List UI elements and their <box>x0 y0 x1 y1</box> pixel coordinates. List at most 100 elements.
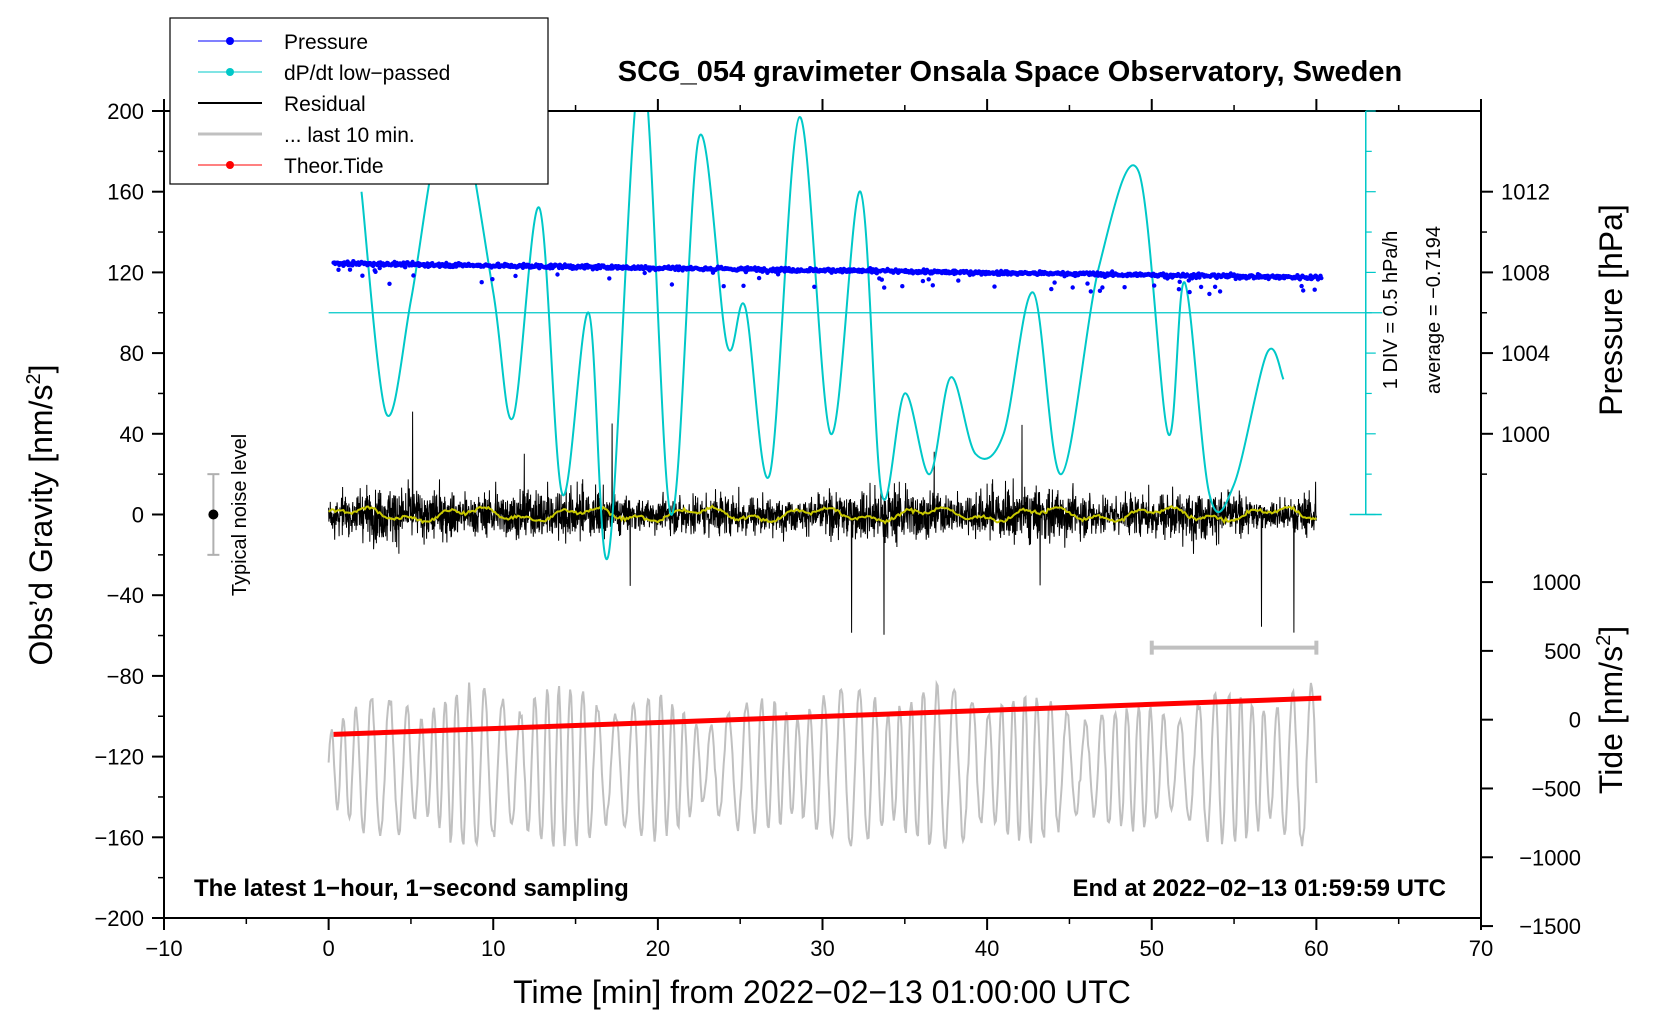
legend-label: dP/dt low−passed <box>284 62 450 85</box>
pressure-point <box>921 267 926 272</box>
pressure-point <box>1052 280 1057 285</box>
y-axis-label-gravity-text: Obs’d Gravity [nm/s <box>23 385 59 666</box>
pressure-point <box>930 283 935 288</box>
pressure-point <box>882 285 887 290</box>
pressure-point <box>1212 284 1218 289</box>
pressure-point <box>1312 287 1317 292</box>
pressure-point <box>403 265 408 270</box>
y-axis-label-pressure: Pressure [hPa] <box>1593 204 1629 416</box>
y-axis-label-gravity-sup: 2 <box>23 373 45 384</box>
pressure-point <box>956 278 961 283</box>
y-axis-label-tide-end: ] <box>1593 626 1629 635</box>
legend-items: Pressure dP/dt low−passed Residual ... last… <box>198 31 450 178</box>
pressure-tick-label: 1008 <box>1501 260 1550 285</box>
tide-tick-label: 0 <box>1569 708 1581 733</box>
legend-label: Pressure <box>284 31 368 54</box>
residual-smoothed-trace <box>328 504 1317 525</box>
y-tick-label: 40 <box>120 422 144 447</box>
y-axis-label-tide-text: Tide [nm/s <box>1593 646 1629 794</box>
pressure-point <box>1177 279 1182 284</box>
legend-box <box>169 17 549 185</box>
y-tick-label: 120 <box>107 260 144 285</box>
pressure-point <box>360 273 365 278</box>
pressure-point <box>741 283 746 288</box>
y-axis-label-gravity-end: ] <box>23 365 59 374</box>
pressure-point <box>1088 289 1094 294</box>
pressure-point <box>992 284 997 289</box>
pressure-tick-label: 1004 <box>1501 341 1550 366</box>
x-tick-label: 30 <box>810 936 834 961</box>
y-tick-label: −200 <box>94 906 144 931</box>
pressure-point <box>1085 281 1090 286</box>
pressure-tick-label: 1000 <box>1501 422 1550 447</box>
pressure-point <box>1299 283 1304 289</box>
scale-note-average: average = −0.7194 <box>1423 226 1445 394</box>
pressure-point <box>1122 285 1127 290</box>
pressure-point <box>1207 291 1212 297</box>
plot-series-layer <box>327 111 1383 849</box>
legend: Pressure dP/dt low−passed Residual ... last… <box>169 17 549 185</box>
pressure-point <box>513 273 518 279</box>
tide-tick-label: 500 <box>1544 639 1581 664</box>
pressure-point <box>642 270 647 276</box>
y-tick-label: 80 <box>120 341 144 366</box>
x-tick-label: 0 <box>323 936 335 961</box>
pressure-point <box>411 273 416 278</box>
pressure-point <box>1187 289 1192 295</box>
pressure-point <box>1198 284 1204 290</box>
pressure-point <box>669 282 675 287</box>
chart-title: SCG_054 gravimeter Onsala Space Observat… <box>618 56 1402 88</box>
pressure-point <box>387 281 392 286</box>
y-tick-label: −160 <box>94 825 144 850</box>
legend-label: ... last 10 min. <box>284 124 415 147</box>
x-tick-label: 50 <box>1140 936 1164 961</box>
legend-label: Residual <box>284 93 366 116</box>
x-axis-label: Time [min] from 2022−02−13 01:00:00 UTC <box>513 974 1131 1010</box>
pressure-point <box>347 267 353 272</box>
dpdt-trace <box>360 111 1285 560</box>
pressure-point <box>1070 285 1075 290</box>
tide-tick-label: −500 <box>1531 776 1581 801</box>
noise-level-label: Typical noise level <box>229 434 251 596</box>
tide-tick-label: −1000 <box>1519 845 1581 870</box>
noise-bar-dot <box>208 509 219 520</box>
x-tick-label: 60 <box>1304 936 1328 961</box>
axes-layer: −10 0 10 20 30 40 50 60 70 200 160 120 80 40 0 −40 −80 −1… <box>94 99 1581 961</box>
y-tick-label: 200 <box>107 99 144 124</box>
tide-tick-label: 1000 <box>1532 570 1581 595</box>
pressure-point <box>1301 288 1306 293</box>
legend-marker <box>226 68 234 76</box>
pressure-point <box>812 284 817 289</box>
legend-marker <box>226 161 234 169</box>
y-axis-label-gravity: Obs’d Gravity [nm/s2] <box>23 365 59 666</box>
y-tick-label: −40 <box>107 583 144 608</box>
pressure-point <box>879 277 884 282</box>
pressure-point <box>607 276 612 281</box>
pressure-point <box>926 277 931 282</box>
x-tick-label: 70 <box>1469 936 1493 961</box>
y-tick-label: 160 <box>107 180 144 205</box>
pressure-point <box>920 278 926 284</box>
tide-tick-label: −1500 <box>1519 914 1581 939</box>
last-10-min-trace <box>327 679 1318 849</box>
x-tick-label: 40 <box>975 936 999 961</box>
pressure-point <box>1100 285 1105 290</box>
pressure-point <box>1217 289 1223 294</box>
pressure-point <box>490 277 495 282</box>
y-tick-label: 0 <box>132 503 144 528</box>
pressure-point <box>377 265 382 271</box>
pressure-point <box>336 267 341 272</box>
x-tick-label: 20 <box>646 936 670 961</box>
y-tick-label: −80 <box>107 664 144 689</box>
pressure-tick-label: 1012 <box>1501 180 1550 205</box>
pressure-points <box>331 259 1324 297</box>
pressure-point <box>1097 288 1103 293</box>
pressure-point <box>721 284 726 289</box>
y-axis-label-tide: Tide [nm/s2] <box>1593 626 1629 794</box>
pressure-point <box>555 272 560 277</box>
pressure-point <box>756 275 762 281</box>
footnote-end-time: End at 2022−02−13 01:59:59 UTC <box>1072 875 1446 902</box>
scale-note-div: 1 DIV = 0.5 hPa/h <box>1380 231 1402 389</box>
pressure-point <box>1176 287 1182 292</box>
